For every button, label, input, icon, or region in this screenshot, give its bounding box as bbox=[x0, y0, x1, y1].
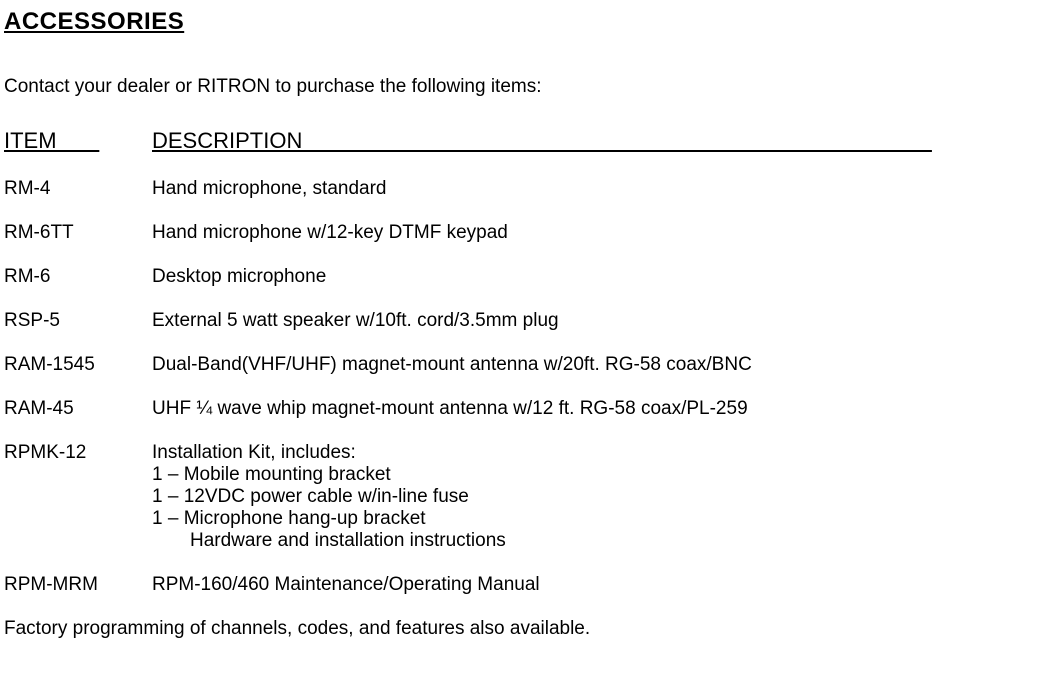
item-description: Hand microphone w/12-key DTMF keypad bbox=[152, 222, 1054, 244]
item-code: RPM-MRM bbox=[4, 574, 152, 596]
item-code: RM-4 bbox=[4, 178, 152, 200]
intro-text: Contact your dealer or RITRON to purchas… bbox=[4, 76, 1054, 98]
item-code: RPMK-12 bbox=[4, 442, 152, 552]
kit-line-indent: Hardware and installation instructions bbox=[152, 530, 1054, 552]
item-row: RM-6 Desktop microphone bbox=[4, 266, 1054, 288]
item-code: RSP-5 bbox=[4, 310, 152, 332]
footer-text: Factory programming of channels, codes, … bbox=[4, 618, 1054, 640]
item-row: RM-6TT Hand microphone w/12-key DTMF key… bbox=[4, 222, 1054, 244]
header-description: DESCRIPTION bbox=[152, 128, 1054, 154]
item-row: RSP-5 External 5 watt speaker w/10ft. co… bbox=[4, 310, 1054, 332]
item-description: RPM-160/460 Maintenance/Operating Manual bbox=[152, 574, 1054, 596]
item-row: RAM-45 UHF ¼ wave whip magnet-mount ante… bbox=[4, 398, 1054, 420]
kit-title: Installation Kit, includes: bbox=[152, 442, 1054, 464]
item-code: RM-6TT bbox=[4, 222, 152, 244]
header-item: ITEM bbox=[4, 128, 152, 154]
item-code: RM-6 bbox=[4, 266, 152, 288]
section-title: ACCESSORIES bbox=[4, 8, 1054, 36]
kit-description: Installation Kit, includes: 1 – Mobile m… bbox=[152, 442, 1054, 552]
kit-row: RPMK-12 Installation Kit, includes: 1 – … bbox=[4, 442, 1054, 552]
kit-line: 1 – Mobile mounting bracket bbox=[152, 464, 1054, 486]
item-row: RAM-1545 Dual-Band(VHF/UHF) magnet-mount… bbox=[4, 354, 1054, 376]
item-description: Desktop microphone bbox=[152, 266, 1054, 288]
item-row: RM-4 Hand microphone, standard bbox=[4, 178, 1054, 200]
kit-line: 1 – Microphone hang-up bracket bbox=[152, 508, 1054, 530]
item-description: UHF ¼ wave whip magnet-mount antenna w/1… bbox=[152, 398, 1054, 420]
column-headers: ITEM DESCRIPTION bbox=[4, 128, 1054, 154]
item-row: RPM-MRM RPM-160/460 Maintenance/Operatin… bbox=[4, 574, 1054, 596]
item-code: RAM-45 bbox=[4, 398, 152, 420]
item-description: Dual-Band(VHF/UHF) magnet-mount antenna … bbox=[152, 354, 1054, 376]
kit-line: 1 – 12VDC power cable w/in-line fuse bbox=[152, 486, 1054, 508]
item-description: Hand microphone, standard bbox=[152, 178, 1054, 200]
item-description: External 5 watt speaker w/10ft. cord/3.5… bbox=[152, 310, 1054, 332]
item-code: RAM-1545 bbox=[4, 354, 152, 376]
